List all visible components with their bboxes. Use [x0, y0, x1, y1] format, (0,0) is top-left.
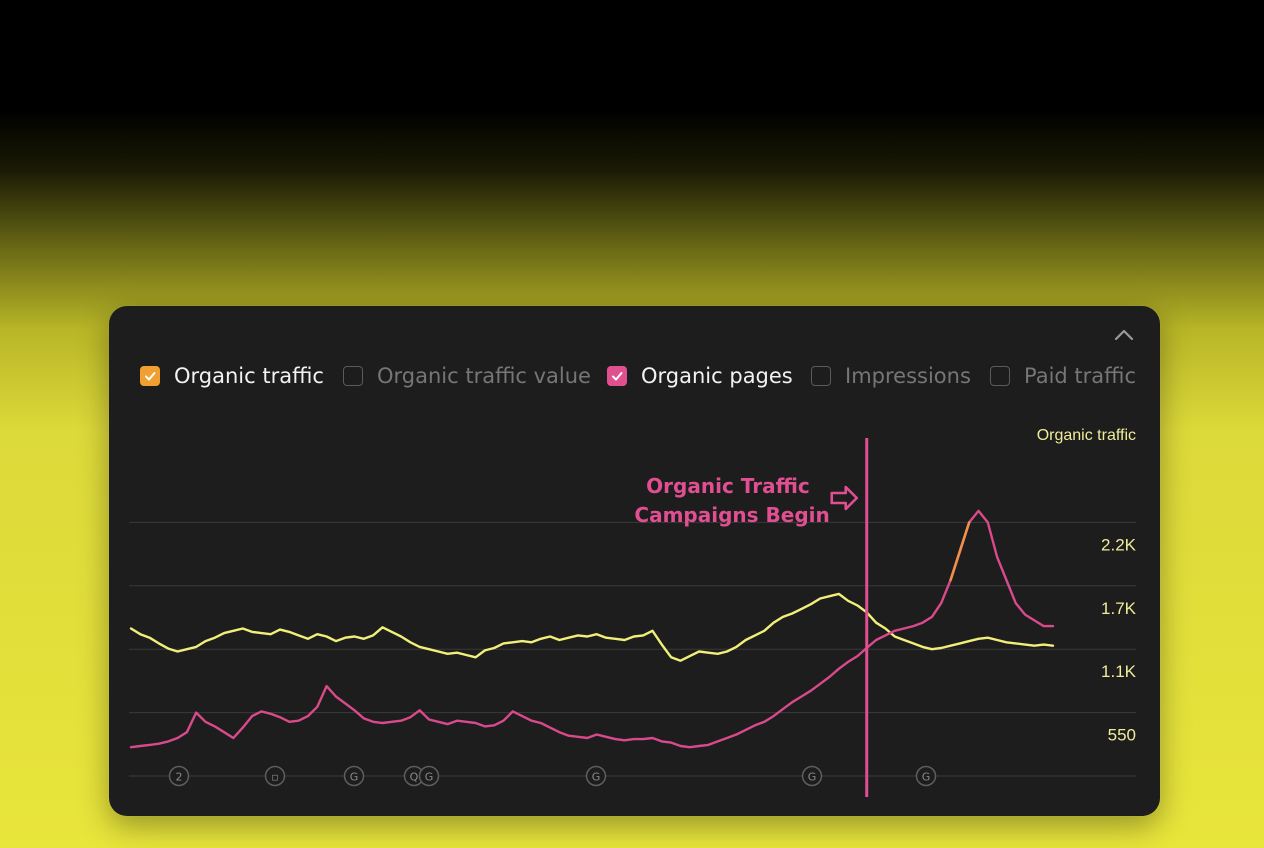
legend-label: Impressions: [845, 364, 971, 388]
arrow-right-icon: [830, 485, 859, 511]
checkbox-paid-traffic[interactable]: [990, 366, 1010, 386]
event-marker-icon: [801, 765, 823, 787]
event-marker-icon: [264, 765, 286, 787]
annotation-text-line2: Campaigns Begin: [634, 503, 829, 527]
event-marker-glyph: G: [350, 771, 359, 784]
series-line-organic-pages: [129, 509, 1055, 749]
legend-label: Organic traffic value: [377, 364, 591, 388]
legend-paid-traffic[interactable]: Paid traffic: [990, 361, 1136, 391]
legend-impressions[interactable]: Impressions: [811, 361, 971, 391]
series-line-organic-traffic: [129, 592, 1055, 662]
legend-label: Paid traffic: [1024, 364, 1137, 388]
checkbox-organic-traffic[interactable]: [140, 366, 160, 386]
y-tick-label: 1.1K: [1101, 662, 1137, 681]
checkbox-impressions[interactable]: [811, 366, 831, 386]
event-marker-icon: [343, 765, 365, 787]
legend-label: Organic pages: [641, 364, 793, 388]
event-marker-glyph: G: [808, 771, 817, 784]
chart-card: Organic traffic Organic traffic value Or…: [109, 306, 1160, 816]
event-marker-glyph: 2: [176, 771, 183, 784]
event-marker-icon: [585, 765, 607, 787]
event-marker-glyph: Q: [410, 771, 419, 784]
legend-organic-traffic-value[interactable]: Organic traffic value: [343, 361, 591, 391]
collapse-button[interactable]: [1112, 324, 1136, 346]
event-marker-glyph: ▫: [271, 771, 278, 784]
checkbox-organic-pages[interactable]: [607, 366, 627, 386]
check-icon: [612, 372, 623, 381]
line-chart: Organic traffic 2.2K 1.7K 1.1K 550 Organic Tr…: [129, 427, 1137, 797]
checkbox-organic-traffic-value[interactable]: [343, 366, 363, 386]
event-marker-glyph: G: [922, 771, 931, 784]
legend-label: Organic traffic: [174, 364, 324, 388]
check-icon: [145, 372, 156, 381]
y-tick-label: 2.2K: [1101, 535, 1137, 554]
legend-organic-pages[interactable]: Organic pages: [607, 361, 793, 391]
event-marker-icon: [915, 765, 937, 787]
event-marker-glyph: G: [592, 771, 601, 784]
event-marker-icon: [168, 765, 190, 787]
event-marker-glyph: G: [425, 771, 434, 784]
y-axis-title: Organic traffic: [1037, 427, 1136, 444]
event-marker-icon: [418, 765, 440, 787]
annotation-text-line1: Organic Traffic: [646, 474, 810, 498]
y-tick-label: 550: [1108, 726, 1136, 745]
series-highlight-tail: [949, 521, 971, 582]
chevron-up-icon: [1114, 329, 1134, 341]
y-tick-label: 1.7K: [1101, 599, 1137, 618]
legend-organic-traffic[interactable]: Organic traffic: [140, 361, 324, 391]
